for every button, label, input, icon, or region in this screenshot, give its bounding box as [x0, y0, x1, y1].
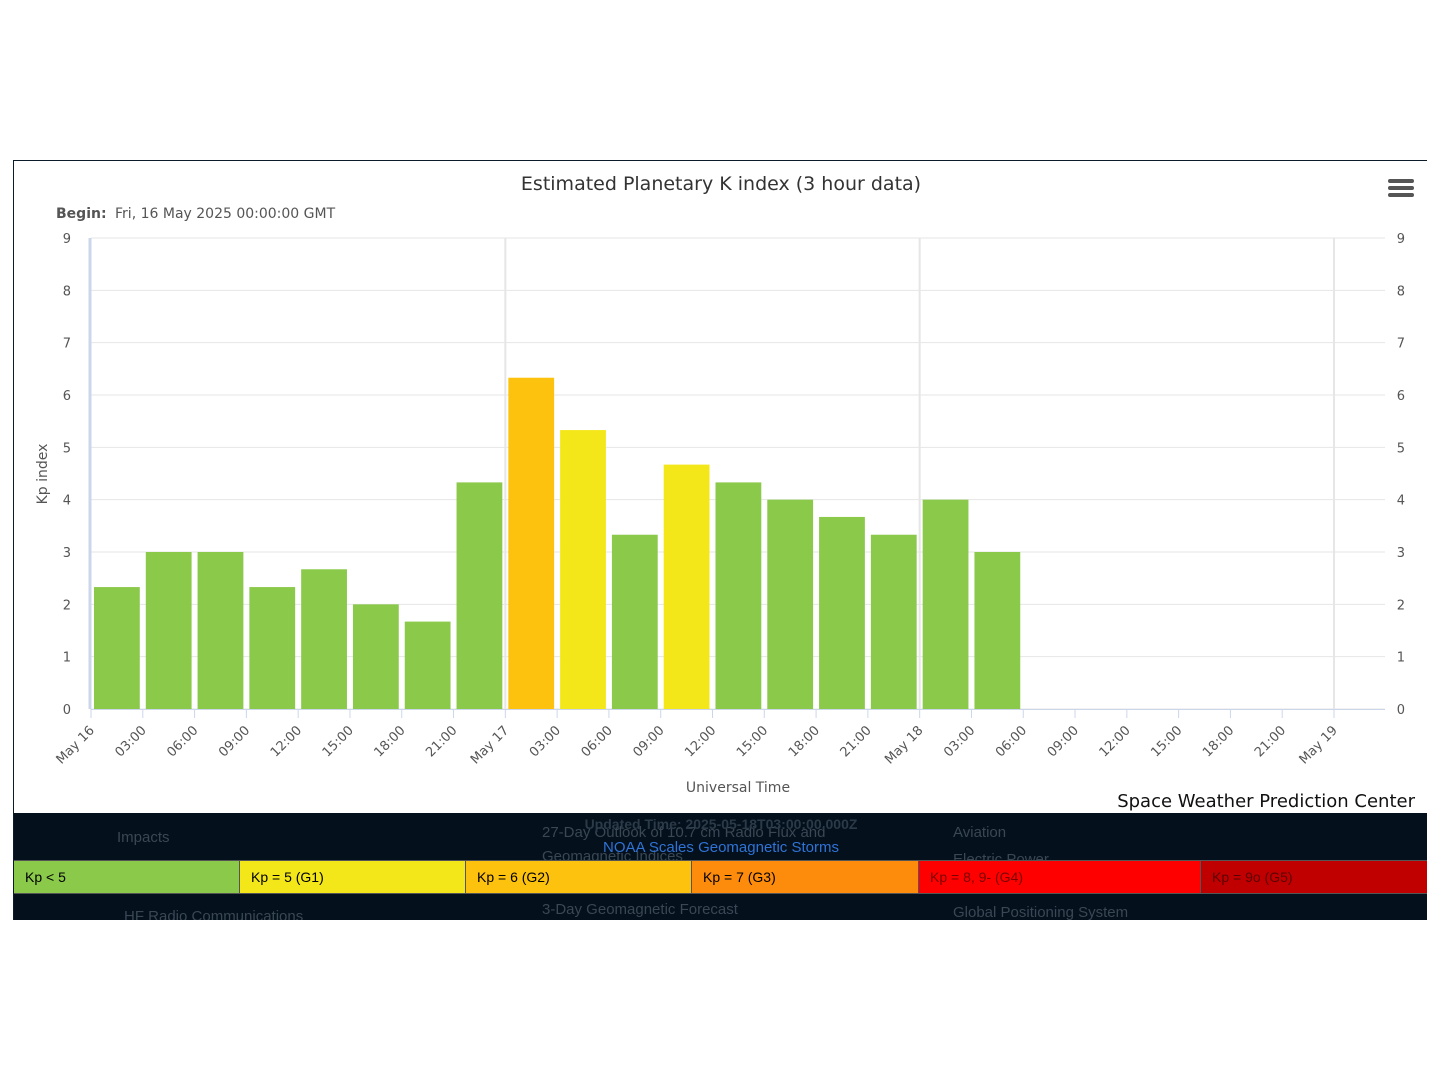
- updated-time-label: Updated Time: 2025-05-18T03:00:00.000Z: [584, 816, 858, 832]
- x-tick-label: 06:00: [993, 723, 1030, 760]
- legend-kp-9-g5: Kp = 9o (G5): [1201, 861, 1427, 893]
- kp-bar[interactable]: [94, 587, 140, 709]
- kp-bar[interactable]: [301, 569, 347, 709]
- bar-series: [94, 377, 1021, 709]
- kp-bar[interactable]: [560, 430, 606, 709]
- y-tick-label-left: 1: [63, 651, 71, 666]
- kp-bar[interactable]: [197, 552, 244, 709]
- kp-bar[interactable]: [767, 499, 814, 709]
- x-tick-label: May 18: [882, 723, 926, 767]
- bg-link-gps[interactable]: Global Positioning System: [953, 904, 1129, 920]
- page-footer-band: Impacts HF Radio Communications 27-Day O…: [14, 813, 1427, 920]
- kp-bar[interactable]: [249, 587, 296, 709]
- legend-kp-5-g1: Kp = 5 (G1): [240, 861, 466, 893]
- kp-bar[interactable]: [145, 552, 192, 709]
- x-tick-label: May 17: [468, 723, 512, 767]
- x-tick-label: 18:00: [371, 723, 408, 760]
- bg-link-3-day-forecast[interactable]: 3-Day Geomagnetic Forecast: [542, 901, 738, 918]
- noaa-scales-link[interactable]: NOAA Scales Geomagnetic Storms: [603, 839, 839, 856]
- x-tick-label: 12:00: [268, 723, 305, 760]
- y-tick-label-left: 9: [63, 232, 71, 247]
- chart-title: Estimated Planetary K index (3 hour data…: [521, 173, 921, 195]
- bg-link-impacts[interactable]: Impacts: [117, 829, 170, 846]
- chart-subtitle: Begin: Fri, 16 May 2025 00:00:00 GMT: [56, 206, 336, 222]
- menu-line-icon: [1388, 179, 1414, 183]
- x-tick-label: 18:00: [1200, 723, 1237, 760]
- x-tick-label: 09:00: [1045, 723, 1082, 760]
- x-tick-label: 03:00: [941, 723, 978, 760]
- y-tick-label-right: 1: [1397, 651, 1405, 666]
- x-tick-label: 21:00: [838, 723, 875, 760]
- credit-text[interactable]: Space Weather Prediction Center: [1117, 791, 1415, 812]
- kp-bar[interactable]: [870, 534, 917, 709]
- y-tick-label-right: 2: [1397, 598, 1405, 613]
- y-tick-label-left: 2: [63, 598, 71, 613]
- bg-link-aviation[interactable]: Aviation: [953, 824, 1007, 841]
- y-tick-label-right: 0: [1397, 703, 1405, 718]
- x-tick-label: 15:00: [734, 723, 771, 760]
- x-tick-label: 18:00: [786, 723, 823, 760]
- menu-line-icon: [1388, 193, 1414, 197]
- y-tick-label-right: 9: [1397, 232, 1405, 247]
- y-tick-label-right: 8: [1397, 284, 1405, 299]
- kp-bar[interactable]: [715, 482, 762, 709]
- subtitle-value: Fri, 16 May 2025 00:00:00 GMT: [115, 206, 336, 222]
- x-tick-label: 09:00: [630, 723, 667, 760]
- kp-bar[interactable]: [456, 482, 503, 709]
- kp-chart-container: 0 0 1 1 2 2 3 3 4 4 5 5 6 6 7 7 8 8 9 9 May 16 03:00 06:00 09:0…: [13, 160, 1427, 920]
- x-tick-label: 12:00: [682, 723, 719, 760]
- kp-bar[interactable]: [508, 377, 555, 709]
- x-tick-label: 21:00: [423, 723, 460, 760]
- kp-bar[interactable]: [819, 516, 865, 709]
- x-tick-label: 06:00: [164, 723, 201, 760]
- bg-link-27-day-outlook[interactable]: 27-Day Outlook of 10.7 cm Radio Flux and: [542, 824, 826, 841]
- legend-kp-below-5: Kp < 5: [14, 861, 240, 893]
- kp-bar[interactable]: [974, 552, 1021, 709]
- x-tick-label: 03:00: [113, 723, 150, 760]
- x-tick-label: May 19: [1297, 723, 1341, 767]
- x-tick-label: 15:00: [320, 723, 357, 760]
- y-tick-label-right: 5: [1397, 441, 1405, 456]
- y-tick-label-left: 0: [63, 703, 71, 718]
- y-tick-label-left: 7: [63, 337, 71, 352]
- kp-bar[interactable]: [352, 604, 399, 709]
- y-tick-label-right: 6: [1397, 389, 1405, 404]
- subtitle-label: Begin:: [56, 206, 107, 222]
- menu-line-icon: [1388, 186, 1414, 190]
- x-tick-label: 15:00: [1148, 723, 1185, 760]
- kp-bar[interactable]: [404, 621, 451, 709]
- kp-bar[interactable]: [922, 499, 969, 709]
- bg-link-hf-radio[interactable]: HF Radio Communications: [124, 908, 304, 920]
- y-tick-label-right: 4: [1397, 494, 1405, 509]
- x-tick-label: 06:00: [579, 723, 616, 760]
- y-tick-label-right: 3: [1397, 546, 1405, 561]
- y-tick-label-left: 6: [63, 389, 71, 404]
- kp-bar[interactable]: [663, 464, 710, 709]
- kp-bar[interactable]: [611, 534, 658, 709]
- x-tick-label: 12:00: [1097, 723, 1134, 760]
- y-tick-label-left: 5: [63, 441, 71, 456]
- legend-kp-7-g3: Kp = 7 (G3): [692, 861, 919, 893]
- x-axis-title: Universal Time: [686, 780, 790, 796]
- y-tick-label-right: 7: [1397, 337, 1405, 352]
- x-tick-label: 09:00: [216, 723, 253, 760]
- y-tick-label-left: 4: [63, 494, 71, 509]
- legend-kp-8-g4: Kp = 8, 9- (G4): [919, 861, 1201, 893]
- y-tick-label-left: 3: [63, 546, 71, 561]
- kp-color-legend: Kp < 5 Kp = 5 (G1) Kp = 6 (G2) Kp = 7 (G…: [14, 860, 1427, 894]
- x-tick-label: 03:00: [527, 723, 564, 760]
- x-tick-label: May 16: [54, 723, 98, 767]
- y-axis-title: Kp index: [35, 444, 51, 505]
- x-tick-label: 21:00: [1252, 723, 1289, 760]
- legend-kp-6-g2: Kp = 6 (G2): [466, 861, 692, 893]
- y-tick-label-left: 8: [63, 284, 71, 299]
- chart-menu-button[interactable]: [1388, 179, 1414, 201]
- kp-chart: 0 0 1 1 2 2 3 3 4 4 5 5 6 6 7 7 8 8 9 9 May 16 03:00 06:00 09:0…: [35, 173, 1416, 812]
